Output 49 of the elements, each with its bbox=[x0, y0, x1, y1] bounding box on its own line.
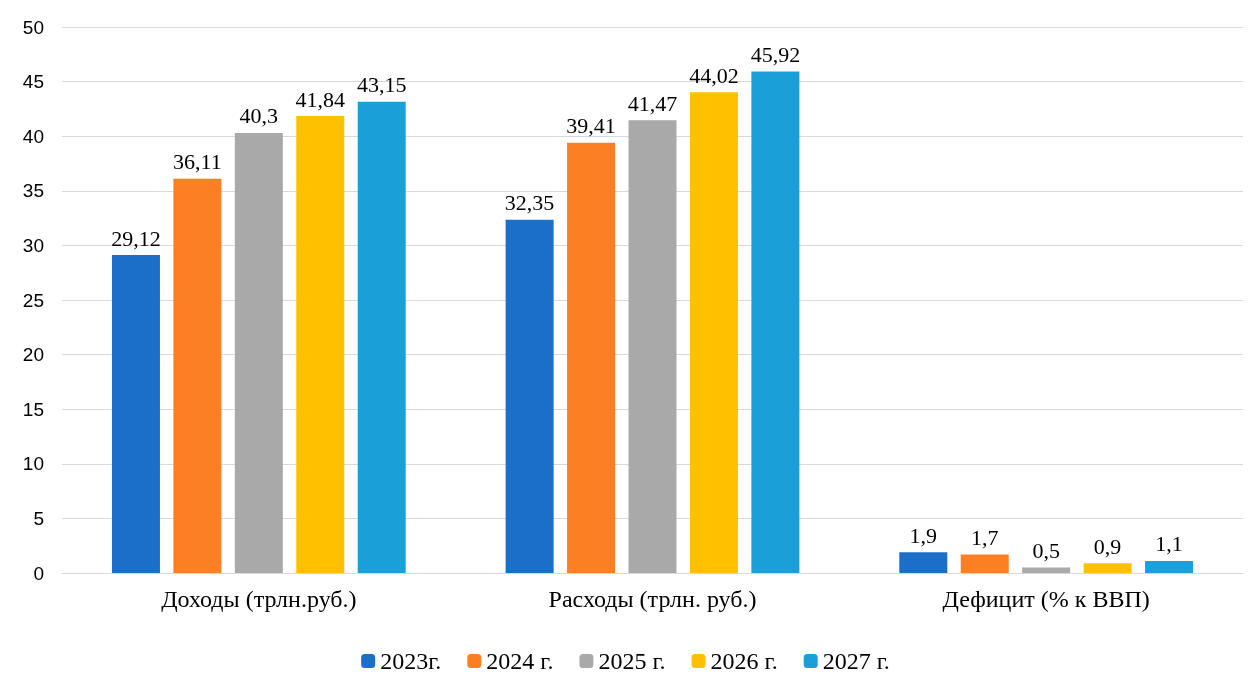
bar bbox=[1145, 560, 1194, 573]
bar bbox=[751, 71, 800, 573]
bar bbox=[1083, 563, 1132, 573]
data-label: 36,11 bbox=[173, 149, 222, 175]
y-tick-label: 20 bbox=[22, 344, 44, 366]
legend-label: 2027 г. bbox=[822, 648, 890, 674]
data-label: 29,12 bbox=[111, 225, 161, 251]
data-label: 44,02 bbox=[689, 62, 739, 88]
data-label: 32,35 bbox=[504, 190, 555, 216]
bar bbox=[628, 120, 677, 573]
bar bbox=[296, 116, 345, 573]
legend-label: 2023г. bbox=[380, 648, 442, 674]
y-tick-label: 15 bbox=[22, 398, 44, 420]
legend-label: 2025 г. bbox=[598, 648, 666, 674]
bar bbox=[899, 552, 948, 573]
bar bbox=[960, 554, 1009, 573]
bar bbox=[173, 178, 222, 573]
data-label: 41,47 bbox=[627, 90, 678, 116]
data-label: 1,9 bbox=[909, 522, 938, 548]
y-tick-label: 5 bbox=[33, 507, 44, 529]
y-tick-label: 40 bbox=[22, 125, 44, 147]
bar bbox=[1022, 567, 1071, 573]
bar bbox=[567, 142, 616, 573]
x-tick-label: Доходы (трлн.руб.) bbox=[161, 586, 357, 612]
x-tick-label: Дефицит (% к ВВП) bbox=[942, 586, 1150, 612]
bar bbox=[505, 219, 554, 573]
y-tick-label: 30 bbox=[22, 234, 44, 256]
bar bbox=[111, 255, 160, 573]
data-label: 39,41 bbox=[566, 113, 616, 139]
data-label: 0,5 bbox=[1032, 538, 1060, 564]
data-label: 41,84 bbox=[295, 86, 346, 112]
data-label: 40,3 bbox=[239, 103, 279, 129]
y-tick-label: 10 bbox=[22, 453, 44, 475]
y-tick-label: 0 bbox=[33, 562, 44, 584]
x-tick-label: Расходы (трлн. руб.) bbox=[548, 586, 757, 612]
data-label: 43,15 bbox=[356, 72, 407, 98]
data-label: 0,9 bbox=[1093, 533, 1122, 559]
bar bbox=[234, 132, 283, 573]
data-label: 45,92 bbox=[750, 42, 801, 68]
legend-label: 2024 г. bbox=[486, 648, 554, 674]
data-label: 1,7 bbox=[970, 524, 999, 550]
y-tick-label: 25 bbox=[22, 289, 44, 311]
y-tick-label: 35 bbox=[22, 180, 44, 202]
bar bbox=[357, 101, 406, 573]
legend-label: 2026 г. bbox=[710, 648, 778, 674]
data-label: 1,1 bbox=[1155, 531, 1183, 557]
bar bbox=[689, 92, 738, 573]
y-tick-label: 50 bbox=[22, 16, 44, 38]
y-tick-label: 45 bbox=[22, 71, 44, 93]
